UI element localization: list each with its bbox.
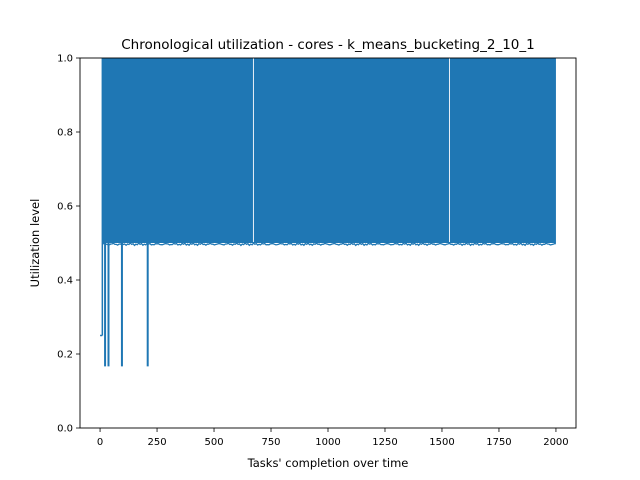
x-tick-label: 1000 — [315, 437, 340, 448]
series-dense-band — [102, 58, 556, 243]
y-tick-label: 0.6 — [57, 202, 73, 213]
y-tick-label: 0.0 — [57, 424, 73, 435]
plot-area — [100, 58, 556, 367]
x-tick-label: 2000 — [543, 437, 568, 448]
y-tick-label: 0.8 — [57, 128, 73, 139]
series-lower-edge — [102, 242, 556, 247]
x-tick-label: 1750 — [486, 437, 511, 448]
chart-title: Chronological utilization - cores - k_me… — [121, 37, 534, 53]
y-axis-ticks: 0.0 0.2 0.4 0.6 0.8 1.0 — [57, 54, 80, 435]
y-tick-label: 0.4 — [57, 276, 73, 287]
x-tick-label: 500 — [204, 437, 223, 448]
y-tick-label: 1.0 — [57, 54, 73, 65]
x-tick-label: 750 — [261, 437, 280, 448]
x-axis-ticks: 0 250 500 750 1000 1250 1500 1750 2000 — [97, 428, 569, 448]
x-tick-label: 250 — [147, 437, 166, 448]
x-tick-label: 0 — [97, 437, 103, 448]
x-tick-label: 1250 — [372, 437, 397, 448]
x-axis-label: Tasks' completion over time — [247, 456, 409, 470]
y-tick-label: 0.2 — [57, 350, 73, 361]
y-axis-label: Utilization level — [28, 199, 42, 288]
x-tick-label: 1500 — [429, 437, 454, 448]
